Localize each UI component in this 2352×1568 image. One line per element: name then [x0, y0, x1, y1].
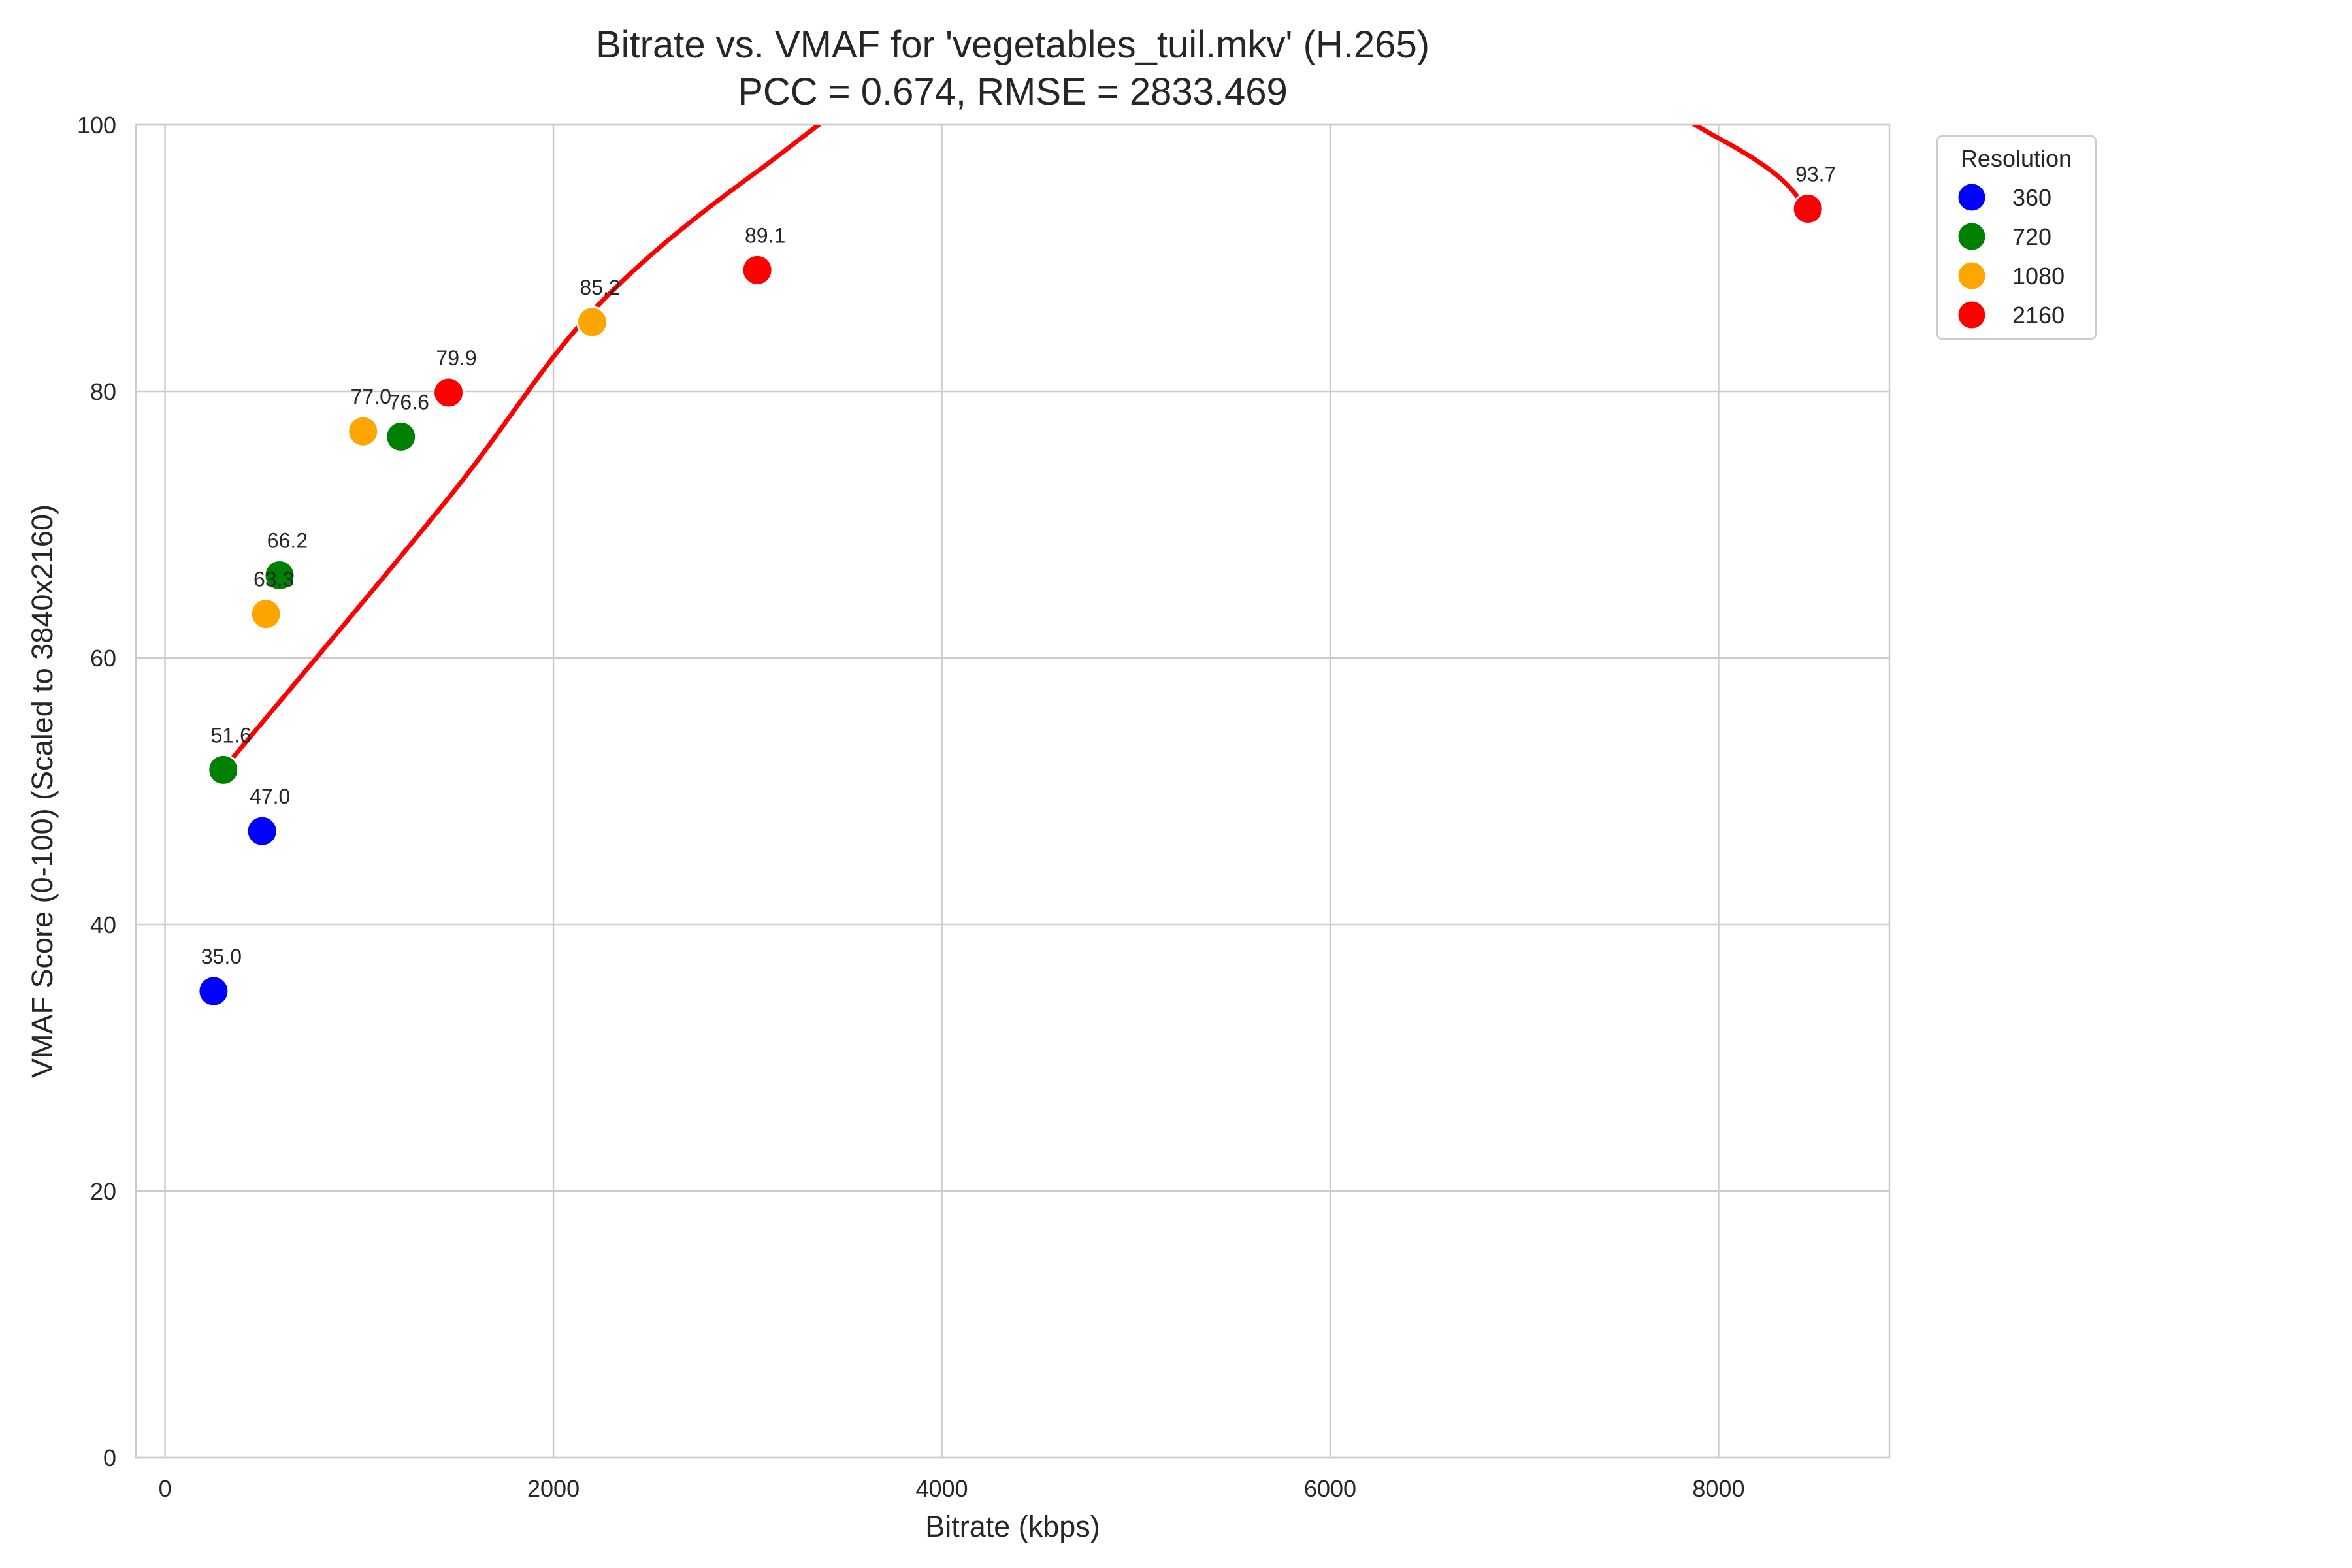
- data-point: [433, 376, 465, 409]
- x-tick-label: 8000: [1692, 1475, 1744, 1502]
- legend-marker: [1956, 299, 1987, 331]
- data-point: [246, 815, 278, 847]
- x-tick-label: 0: [159, 1475, 172, 1502]
- data-label: 93.7: [1795, 163, 1836, 186]
- legend-label: 720: [2012, 223, 2051, 250]
- data-point: [1791, 193, 1824, 225]
- legend-marker: [1956, 182, 1987, 213]
- y-tick-label: 60: [90, 645, 116, 672]
- y-tick-label: 0: [103, 1445, 116, 1471]
- fit-curve-layer: [225, 125, 1810, 767]
- data-point: [250, 598, 282, 630]
- y-tick-label: 80: [90, 378, 116, 405]
- data-point: [263, 559, 296, 592]
- data-point: [207, 753, 240, 786]
- data-label: 51.6: [211, 723, 252, 747]
- y-tick-label: 20: [90, 1178, 116, 1205]
- legend-marker: [1956, 221, 1987, 252]
- data-label: 77.0: [351, 385, 391, 408]
- data-point: [347, 415, 380, 448]
- plot-area: [136, 125, 1889, 1458]
- points-layer: 35.0 47.0 51.6 66.2 76.6 63.3 77.0 85.2 79.9 89.1…: [197, 163, 1836, 1007]
- data-point: [385, 420, 417, 453]
- data-label: 76.6: [389, 390, 429, 414]
- chart-title-line2: PCC = 0.674, RMSE = 2833.469: [738, 71, 1288, 113]
- y-tick-label: 100: [77, 112, 116, 139]
- data-point: [576, 306, 608, 338]
- x-tick-label: 6000: [1304, 1475, 1356, 1502]
- plot-frame: [135, 123, 1891, 1459]
- data-label: 35.0: [201, 945, 242, 968]
- legend-title: Resolution: [1961, 145, 2072, 172]
- x-axis-label: Bitrate (kbps): [925, 1510, 1100, 1543]
- data-label: 89.1: [745, 223, 785, 247]
- ticks-layer: 0 2000 4000 6000 8000 0 20 40 60 80 100: [77, 112, 1745, 1502]
- x-tick-label: 2000: [527, 1475, 580, 1502]
- data-label: 85.2: [580, 276, 620, 299]
- legend-items: 360 720 1080 2160: [1956, 182, 2065, 331]
- data-point: [197, 975, 230, 1007]
- data-label: 63.3: [253, 568, 294, 591]
- legend-label: 2160: [2012, 302, 2065, 329]
- data-point: [741, 253, 774, 286]
- y-tick-label: 40: [90, 911, 116, 938]
- legend-label: 1080: [2012, 263, 2065, 289]
- legend: Resolution 360 720 1080 2160: [1936, 135, 2097, 340]
- legend-marker: [1956, 260, 1987, 291]
- y-axis-label: VMAF Score (0-100) (Scaled to 3840x2160): [25, 504, 59, 1078]
- chart-title-line1: Bitrate vs. VMAF for 'vegetables_tuil.mk…: [596, 24, 1429, 66]
- legend-label: 360: [2012, 184, 2051, 211]
- fit-curve: [225, 125, 1810, 767]
- data-label: 79.9: [436, 346, 476, 370]
- data-label: 47.0: [250, 785, 290, 808]
- x-tick-label: 4000: [915, 1475, 968, 1502]
- data-label: 66.2: [267, 529, 308, 553]
